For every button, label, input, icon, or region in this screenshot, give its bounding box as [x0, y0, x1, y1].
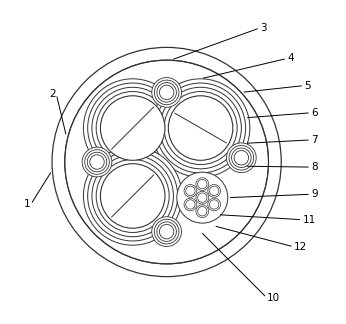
- Text: 9: 9: [311, 189, 318, 199]
- Circle shape: [152, 217, 182, 247]
- Circle shape: [88, 151, 177, 241]
- Circle shape: [83, 147, 182, 245]
- Circle shape: [160, 85, 174, 99]
- Circle shape: [198, 193, 207, 202]
- Circle shape: [157, 222, 176, 241]
- Circle shape: [100, 164, 165, 228]
- Circle shape: [83, 79, 182, 177]
- Text: 5: 5: [304, 81, 311, 91]
- Text: 6: 6: [311, 108, 318, 118]
- Circle shape: [100, 96, 165, 160]
- Circle shape: [154, 80, 179, 105]
- Circle shape: [208, 184, 220, 197]
- Circle shape: [156, 83, 246, 173]
- Circle shape: [90, 155, 104, 169]
- Circle shape: [160, 87, 242, 169]
- Circle shape: [198, 179, 207, 189]
- Circle shape: [164, 92, 237, 165]
- Text: 12: 12: [294, 242, 307, 252]
- Circle shape: [186, 200, 195, 209]
- Circle shape: [210, 200, 219, 209]
- Circle shape: [88, 83, 177, 173]
- Circle shape: [227, 143, 256, 173]
- Text: 1: 1: [24, 200, 31, 209]
- Text: 4: 4: [287, 53, 294, 64]
- Text: 8: 8: [311, 162, 318, 172]
- Text: 7: 7: [311, 135, 318, 145]
- Circle shape: [82, 147, 112, 177]
- Circle shape: [196, 205, 209, 218]
- Circle shape: [210, 186, 219, 196]
- Circle shape: [151, 79, 250, 177]
- Circle shape: [65, 60, 268, 264]
- Circle shape: [85, 150, 109, 174]
- Circle shape: [208, 198, 220, 211]
- Circle shape: [87, 152, 107, 172]
- Circle shape: [96, 92, 169, 165]
- Text: 2: 2: [49, 89, 56, 99]
- Circle shape: [234, 151, 248, 165]
- Circle shape: [52, 47, 281, 277]
- Text: 11: 11: [302, 215, 316, 225]
- Circle shape: [160, 225, 174, 239]
- Circle shape: [92, 87, 173, 169]
- Circle shape: [96, 159, 169, 232]
- Circle shape: [198, 207, 207, 216]
- Text: 10: 10: [267, 293, 280, 303]
- Circle shape: [154, 219, 179, 244]
- Circle shape: [169, 96, 233, 160]
- Circle shape: [186, 186, 195, 196]
- Circle shape: [231, 148, 251, 168]
- Circle shape: [196, 178, 209, 191]
- Circle shape: [152, 77, 182, 107]
- Circle shape: [229, 145, 254, 170]
- Circle shape: [184, 198, 197, 211]
- Circle shape: [157, 83, 176, 102]
- Circle shape: [66, 61, 267, 263]
- Circle shape: [184, 184, 197, 197]
- Circle shape: [177, 172, 228, 223]
- Circle shape: [196, 191, 209, 204]
- Circle shape: [92, 155, 173, 237]
- Text: 3: 3: [260, 23, 267, 33]
